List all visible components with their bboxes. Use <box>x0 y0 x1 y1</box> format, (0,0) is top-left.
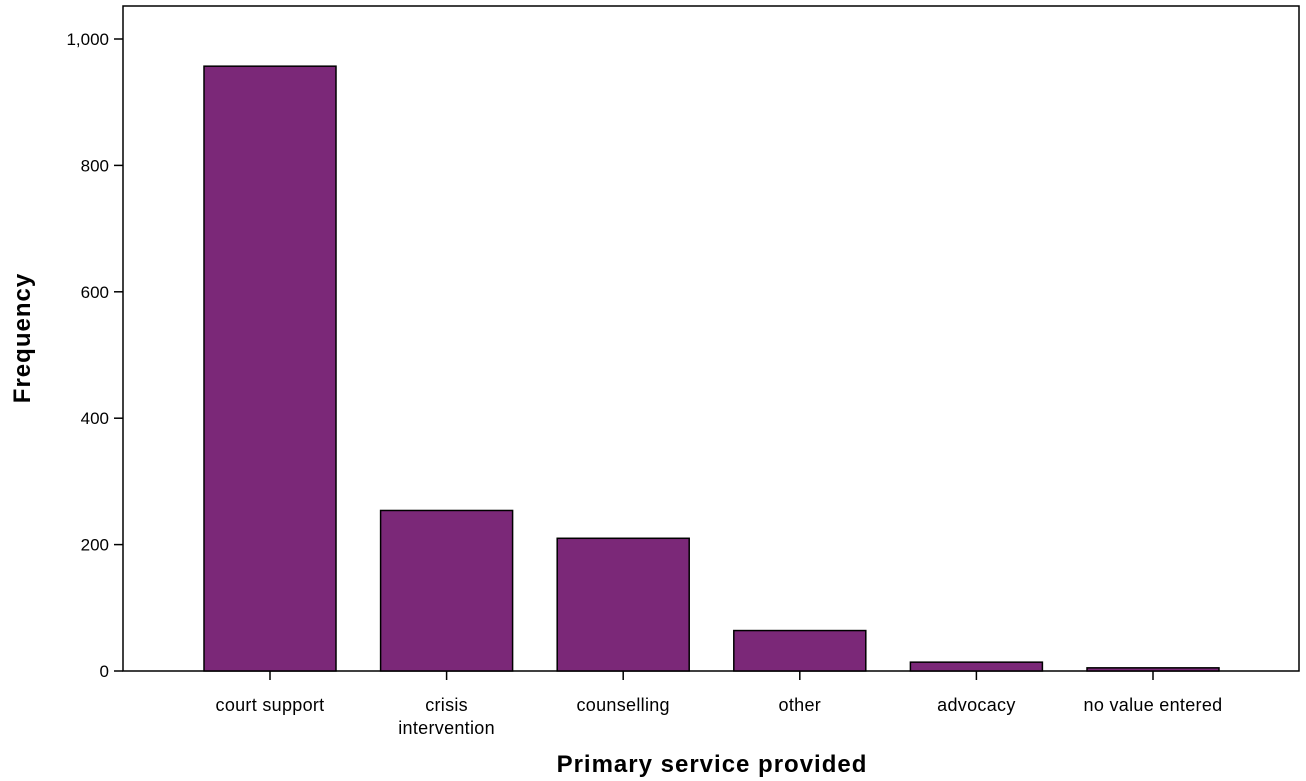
bars-group <box>203 65 1220 672</box>
bar <box>733 629 867 672</box>
y-axis: 0 200 400 600 800 1,000 <box>66 30 123 681</box>
x-tick-label: no value entered <box>1084 695 1223 715</box>
y-tick-label: 1,000 <box>66 30 109 49</box>
x-axis: court support crisis intervention counselli… <box>216 671 1223 738</box>
plot-frame <box>122 5 1300 672</box>
x-tick-label: intervention <box>398 718 495 738</box>
y-tick-label: 400 <box>81 409 109 428</box>
x-tick-label: court support <box>216 695 325 715</box>
bar <box>909 661 1044 672</box>
y-tick-label: 0 <box>100 662 109 681</box>
y-tick-label: 800 <box>81 156 109 175</box>
x-tick-label: advocacy <box>937 695 1015 715</box>
bar <box>203 65 337 672</box>
bar <box>1086 667 1220 672</box>
y-tick-label: 200 <box>81 536 109 555</box>
bar <box>556 537 690 672</box>
bar <box>379 509 514 672</box>
x-tick-label: other <box>779 695 822 715</box>
y-tick-label: 600 <box>81 283 109 302</box>
x-tick-label: crisis <box>425 695 468 715</box>
x-axis-title: Primary service provided <box>557 751 868 778</box>
x-tick-label: counselling <box>577 695 670 715</box>
y-axis-title: Frequency <box>9 273 36 403</box>
